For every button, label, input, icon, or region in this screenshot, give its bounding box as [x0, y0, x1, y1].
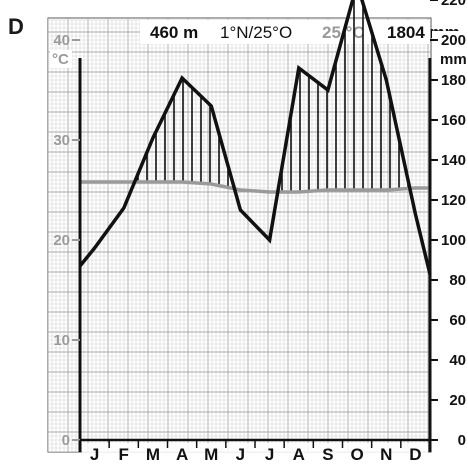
right-tick-background	[432, 71, 468, 89]
month-label-background	[82, 443, 428, 463]
left-tick-label: 30	[53, 132, 70, 149]
right-tick-background	[432, 111, 468, 129]
right-tick-background	[432, 271, 468, 289]
right-unit-background	[436, 50, 468, 68]
right-tick-background	[432, 231, 468, 249]
right-tick-label: 180	[441, 72, 466, 89]
month-label: M	[204, 445, 218, 464]
month-label: J	[265, 445, 274, 464]
month-label: A	[293, 445, 305, 464]
month-label: M	[146, 445, 160, 464]
month-label: J	[236, 445, 245, 464]
header-coordinates: 1°N/25°O	[220, 23, 292, 42]
left-axis-ticks: 0 10 20 30 40	[53, 32, 80, 449]
right-tick-background	[432, 151, 468, 169]
precipitation-line	[78, 0, 432, 275]
month-label: S	[322, 445, 333, 464]
right-tick-label: 40	[449, 352, 466, 369]
right-tick-label: 160	[441, 112, 466, 129]
precipitation-hatching	[137, 0, 409, 192]
right-tick-label: 220	[441, 0, 466, 9]
right-tick-background	[432, 0, 468, 9]
right-tick-label: 80	[449, 272, 466, 289]
left-axis-unit: °C	[52, 51, 69, 68]
month-label: A	[176, 445, 188, 464]
month-label: J	[90, 445, 99, 464]
month-label: D	[409, 445, 421, 464]
left-tick-label: 40	[53, 32, 70, 49]
right-axis-ticks: 020406080100120140160180200220240	[430, 0, 468, 449]
right-tick-label: 140	[441, 152, 466, 169]
left-tick-label: 20	[53, 232, 70, 249]
month-label: N	[380, 445, 392, 464]
right-tick-background	[432, 311, 468, 329]
right-tick-background	[432, 31, 468, 49]
right-tick-background	[432, 391, 468, 409]
header-elevation: 460 m	[150, 23, 198, 42]
left-tick-label: 10	[53, 332, 70, 349]
right-tick-label: 60	[449, 312, 466, 329]
month-label: O	[350, 445, 363, 464]
panel-letter: D	[8, 14, 24, 39]
left-tick-label: 0	[62, 432, 70, 449]
right-tick-label: 100	[441, 232, 466, 249]
left-unit-background	[50, 50, 72, 68]
right-tick-background	[432, 191, 468, 209]
temperature-line	[80, 180, 430, 194]
right-tick-label: 20	[449, 392, 466, 409]
header-background	[140, 20, 430, 44]
right-tick-label: 0	[458, 432, 466, 449]
grid	[48, 18, 431, 452]
right-tick-label: 200	[441, 32, 466, 49]
right-tick-background	[432, 351, 468, 369]
right-axis-unit: mm	[440, 51, 467, 68]
right-tick-background	[432, 431, 468, 449]
right-tick-label: 120	[441, 192, 466, 209]
month-label: F	[119, 445, 129, 464]
